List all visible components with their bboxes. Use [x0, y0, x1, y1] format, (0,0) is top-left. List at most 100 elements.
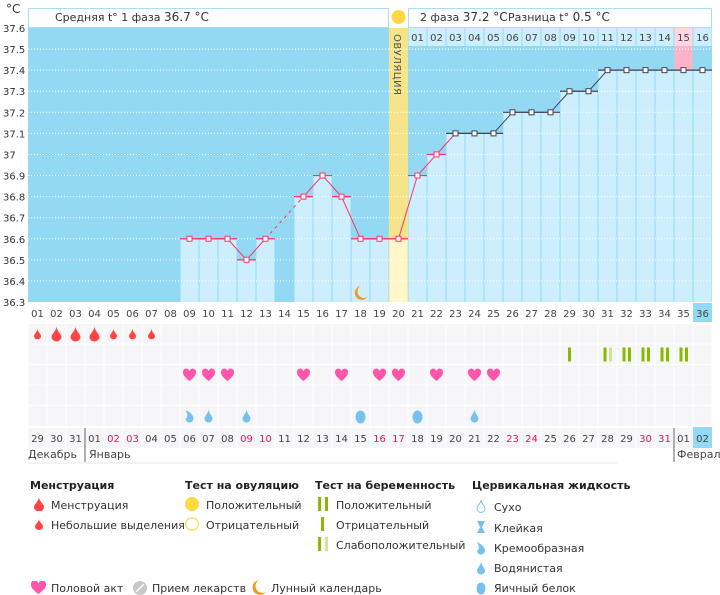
- icon-cell: [484, 344, 503, 364]
- icon-cell: [351, 385, 370, 405]
- date-label: 06: [183, 434, 196, 445]
- cycle-day-label: 02: [50, 309, 63, 320]
- legend-ovulation-title: Тест на овуляцию: [185, 479, 299, 492]
- icon-cell: [465, 344, 484, 364]
- phase2-day-cell: [617, 28, 636, 46]
- ovulation-sun-icon: [391, 10, 406, 24]
- date-cell: [370, 428, 389, 448]
- icon-cell: [522, 344, 541, 364]
- date-label: 26: [563, 434, 576, 445]
- ovulation-positive-icon: [185, 497, 199, 511]
- temperature-point: [547, 109, 554, 116]
- month-label: Февраль: [677, 448, 720, 461]
- icon-cell: [313, 365, 332, 385]
- temperature-line-segment: [436, 133, 456, 155]
- date-cell: [180, 428, 199, 448]
- phase2-label: 2 фаза: [420, 11, 460, 24]
- phase2-day-cell: [560, 28, 579, 46]
- month-label: Январь: [89, 448, 131, 461]
- cycle-day-label: 13: [259, 309, 272, 320]
- temperature-point: [357, 235, 364, 242]
- temperature-bar: [237, 259, 256, 302]
- date-cell: [598, 428, 617, 448]
- cycle-day-label: 19: [373, 309, 386, 320]
- temperature-point: [604, 67, 611, 74]
- watery-icon: [204, 409, 213, 423]
- menstruation-drop-icon: [129, 328, 136, 340]
- temperature-point: [699, 67, 706, 74]
- icon-cell: [294, 406, 313, 426]
- icon-cell: [104, 365, 123, 385]
- watery-icon: [477, 561, 485, 575]
- icon-cell: [256, 385, 275, 405]
- date-cell: [541, 428, 560, 448]
- icon-cell: [674, 406, 693, 426]
- legend-cervical-title: Цервикальная жидкость: [472, 479, 631, 492]
- date-label: 21: [468, 434, 481, 445]
- icon-cell: [66, 365, 85, 385]
- icon-cell: [484, 324, 503, 344]
- icon-cell: [28, 365, 47, 385]
- phase2-day-label: 11: [601, 33, 614, 44]
- cycle-day-label: 23: [449, 309, 462, 320]
- icon-cell: [617, 385, 636, 405]
- icon-cell: [66, 344, 85, 364]
- pregnancy-test-icon: [603, 347, 607, 362]
- date-label: 30: [50, 434, 63, 445]
- temperature-bar: [560, 91, 579, 302]
- icon-cell: [541, 344, 560, 364]
- menstruation-drop-icon: [148, 328, 155, 340]
- icon-cell: [465, 324, 484, 344]
- date-cell: [199, 428, 218, 448]
- pregnancy-test-icon: [685, 347, 688, 362]
- y-tick-label: 36.5: [3, 256, 25, 267]
- temperature-line-segment: [265, 196, 304, 240]
- icon-cell: [199, 385, 218, 405]
- y-tick-label: 37.4: [3, 66, 25, 77]
- temperature-bar: [180, 238, 199, 302]
- y-tick-label: 37.6: [3, 24, 25, 35]
- month-label: Декабрь: [28, 448, 77, 461]
- icon-cell: [142, 406, 161, 426]
- cycle-day-label: 32: [620, 309, 633, 320]
- pregnancy-test-icon: [647, 347, 650, 362]
- y-tick-label: 36.7: [3, 214, 25, 225]
- date-label: 28: [601, 434, 614, 445]
- temperature-bar: [674, 70, 693, 303]
- icon-cell: [522, 385, 541, 405]
- icon-cell: [522, 406, 541, 426]
- icon-cell: [66, 406, 85, 426]
- heart-icon: [182, 368, 197, 381]
- icon-cell: [161, 324, 180, 344]
- icon-cell: [389, 406, 408, 426]
- icon-cell: [389, 385, 408, 405]
- icon-cell: [142, 385, 161, 405]
- temperature-bar: [218, 238, 237, 302]
- date-cell: [123, 428, 142, 448]
- icon-cell: [503, 385, 522, 405]
- legend-item: Клейкая: [494, 522, 543, 535]
- date-label: 18: [411, 434, 424, 445]
- icon-cell: [655, 324, 674, 344]
- icon-cell: [313, 385, 332, 405]
- dry-icon: [476, 499, 486, 513]
- legend-item: Половой акт: [51, 582, 124, 595]
- egg-white-icon: [412, 410, 423, 424]
- icon-cell: [484, 385, 503, 405]
- unit-label: °C: [6, 2, 21, 16]
- cycle-day-label: 14: [278, 309, 291, 320]
- icon-cell: [427, 406, 446, 426]
- phase2-header-box: [408, 8, 712, 28]
- icon-cell: [446, 365, 465, 385]
- y-tick-label: 36.6: [3, 235, 25, 246]
- icon-cell: [275, 365, 294, 385]
- temperature-bar: [370, 238, 389, 302]
- temperature-line-segment: [417, 154, 437, 176]
- pregnancy-test-icon: [622, 347, 626, 362]
- icon-cell: [408, 365, 427, 385]
- icon-cell: [579, 324, 598, 344]
- pill-icon: [133, 581, 147, 595]
- date-cell: [294, 428, 313, 448]
- date-label: 05: [164, 434, 177, 445]
- icon-cell: [522, 365, 541, 385]
